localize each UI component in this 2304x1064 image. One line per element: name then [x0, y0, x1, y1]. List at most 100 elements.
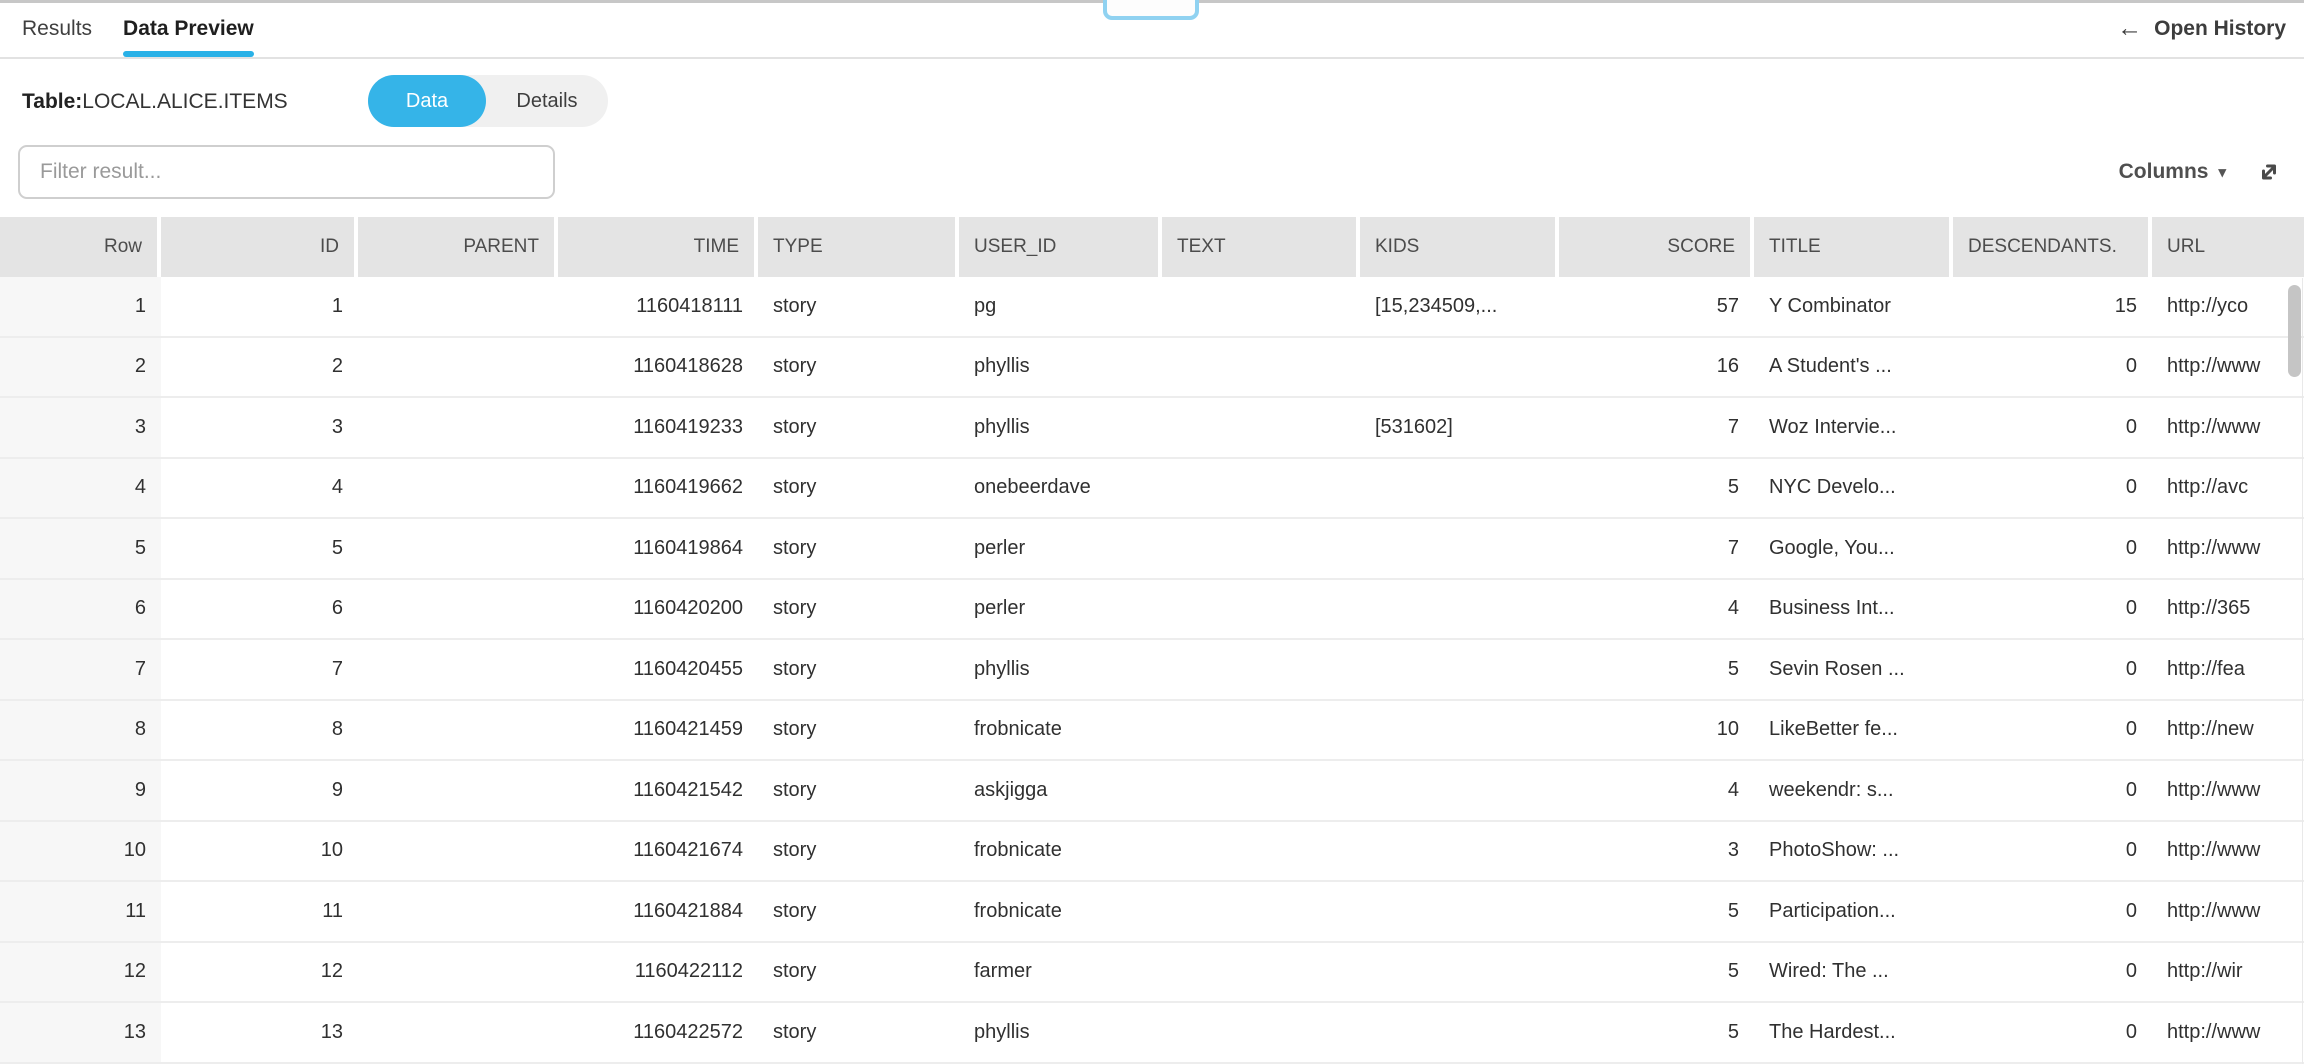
cell-score: 7	[1559, 398, 1754, 459]
table-row[interactable]: 6 6 1160420200 story perler 4 Business Int... 0…	[0, 579, 2304, 640]
cell-kids: [15,234509,...	[1360, 277, 1559, 338]
cell-descendants: 0	[1953, 943, 2152, 1003]
right-edge-divider	[2302, 278, 2303, 1064]
cell-url: http://www	[2152, 398, 2304, 459]
cell-url: http://yco	[2152, 277, 2304, 338]
vertical-scrollbar-thumb[interactable]	[2288, 285, 2301, 377]
cell-title: NYC Develo...	[1754, 459, 1953, 519]
cell-id: 5	[161, 519, 358, 580]
cell-type: story	[758, 822, 959, 882]
column-header-row[interactable]: Row	[0, 217, 161, 277]
table-row[interactable]: 13 13 1160422572 story phyllis 5 The Hardest..…	[0, 1003, 2304, 1064]
cell-time: 1160421884	[558, 882, 758, 943]
toggle-details-button[interactable]: Details	[516, 89, 578, 112]
column-header-id[interactable]: ID	[161, 217, 358, 277]
table-row[interactable]: 1 1 1160418111 story pg [15,234509,... 57 Y Com…	[0, 277, 2304, 338]
cell-parent	[358, 640, 558, 701]
toggle-data-button[interactable]: Data	[368, 75, 486, 127]
expand-button[interactable]	[2254, 157, 2284, 187]
tab-data-preview[interactable]: Data Preview	[123, 0, 254, 57]
cell-user_id: farmer	[959, 943, 1162, 1003]
cell-url: http://www	[2152, 822, 2304, 882]
cell-kids	[1360, 459, 1559, 519]
cell-user_id: phyllis	[959, 398, 1162, 459]
filter-input[interactable]	[18, 145, 555, 199]
table-row[interactable]: 11 11 1160421884 story frobnicate 5 Participat…	[0, 882, 2304, 943]
cell-url: http://365	[2152, 580, 2304, 640]
cell-title: Y Combinator	[1754, 277, 1953, 338]
cell-kids	[1360, 640, 1559, 701]
table-row[interactable]: 10 10 1160421674 story frobnicate 3 PhotoShow:…	[0, 821, 2304, 882]
cell-time: 1160421674	[558, 822, 758, 882]
cell-type: story	[758, 701, 959, 761]
cell-time: 1160420455	[558, 640, 758, 701]
columns-dropdown-button[interactable]: Columns ▾	[2119, 160, 2226, 184]
column-header-score[interactable]: SCORE	[1559, 217, 1754, 277]
left-arrow-icon: ←	[2117, 14, 2143, 42]
cell-text	[1162, 338, 1360, 398]
grid-right-controls: Columns ▾	[2119, 145, 2284, 199]
cell-user_id: phyllis	[959, 1003, 1162, 1064]
column-header-kids[interactable]: KIDS	[1360, 217, 1559, 277]
cell-title: LikeBetter fe...	[1754, 701, 1953, 761]
cell-row: 11	[0, 882, 161, 943]
cell-type: story	[758, 459, 959, 519]
cell-kids: [531602]	[1360, 398, 1559, 459]
tab-results[interactable]: Results	[22, 0, 92, 57]
cell-parent	[358, 459, 558, 519]
cell-user_id: askjigga	[959, 761, 1162, 822]
column-header-user_id[interactable]: USER_ID	[959, 217, 1162, 277]
cell-id: 4	[161, 459, 358, 519]
cell-title: Participation...	[1754, 882, 1953, 943]
cell-kids	[1360, 822, 1559, 882]
cell-time: 1160419864	[558, 519, 758, 580]
cell-type: story	[758, 398, 959, 459]
column-header-text[interactable]: TEXT	[1162, 217, 1360, 277]
table-row[interactable]: 4 4 1160419662 story onebeerdave 5 NYC Develo.…	[0, 458, 2304, 519]
cell-id: 2	[161, 338, 358, 398]
cell-parent	[358, 580, 558, 640]
popup-fragment	[1103, 0, 1199, 20]
cell-row: 7	[0, 640, 161, 701]
table-row[interactable]: 3 3 1160419233 story phyllis [531602] 7 Woz Int…	[0, 398, 2304, 459]
column-header-type[interactable]: TYPE	[758, 217, 959, 277]
cell-parent	[358, 1003, 558, 1064]
cell-score: 10	[1559, 701, 1754, 761]
table-row[interactable]: 9 9 1160421542 story askjigga 4 weekendr: s...…	[0, 761, 2304, 822]
cell-time: 1160422112	[558, 943, 758, 1003]
table-row[interactable]: 5 5 1160419864 story perler 7 Google, You... 0 h…	[0, 519, 2304, 580]
cell-url: http://www	[2152, 1003, 2304, 1064]
cell-id: 10	[161, 822, 358, 882]
cell-type: story	[758, 338, 959, 398]
cell-parent	[358, 338, 558, 398]
table-row[interactable]: 12 12 1160422112 story farmer 5 Wired: The ...…	[0, 942, 2304, 1003]
cell-descendants: 0	[1953, 1003, 2152, 1064]
cell-parent	[358, 398, 558, 459]
cell-descendants: 0	[1953, 822, 2152, 882]
cell-user_id: pg	[959, 277, 1162, 338]
cell-score: 5	[1559, 943, 1754, 1003]
open-history-button[interactable]: ← Open History	[2117, 0, 2286, 57]
column-header-title[interactable]: TITLE	[1754, 217, 1953, 277]
grid-header-row: Row ID PARENT TIME TYPE USER_ID TEXT KIDS SCORE T…	[0, 217, 2304, 277]
cell-type: story	[758, 1003, 959, 1064]
table-row[interactable]: 2 2 1160418628 story phyllis 16 A Student's ..…	[0, 337, 2304, 398]
cell-user_id: frobnicate	[959, 882, 1162, 943]
cell-time: 1160418628	[558, 338, 758, 398]
cell-text	[1162, 822, 1360, 882]
cell-url: http://www	[2152, 338, 2304, 398]
cell-id: 13	[161, 1003, 358, 1064]
table-row[interactable]: 7 7 1160420455 story phyllis 5 Sevin Rosen ...…	[0, 640, 2304, 701]
column-header-time[interactable]: TIME	[558, 217, 758, 277]
column-header-descendants[interactable]: DESCENDANTS.	[1953, 217, 2152, 277]
column-header-parent[interactable]: PARENT	[358, 217, 558, 277]
cell-url: http://wir	[2152, 943, 2304, 1003]
cell-text	[1162, 701, 1360, 761]
caret-down-icon: ▾	[2218, 164, 2226, 181]
cell-id: 3	[161, 398, 358, 459]
cell-row: 10	[0, 821, 161, 882]
data-grid: Row ID PARENT TIME TYPE USER_ID TEXT KIDS SCORE T…	[0, 217, 2304, 1064]
cell-kids	[1360, 519, 1559, 580]
table-row[interactable]: 8 8 1160421459 story frobnicate 10 LikeBetter …	[0, 700, 2304, 761]
column-header-url[interactable]: URL	[2152, 217, 2304, 277]
